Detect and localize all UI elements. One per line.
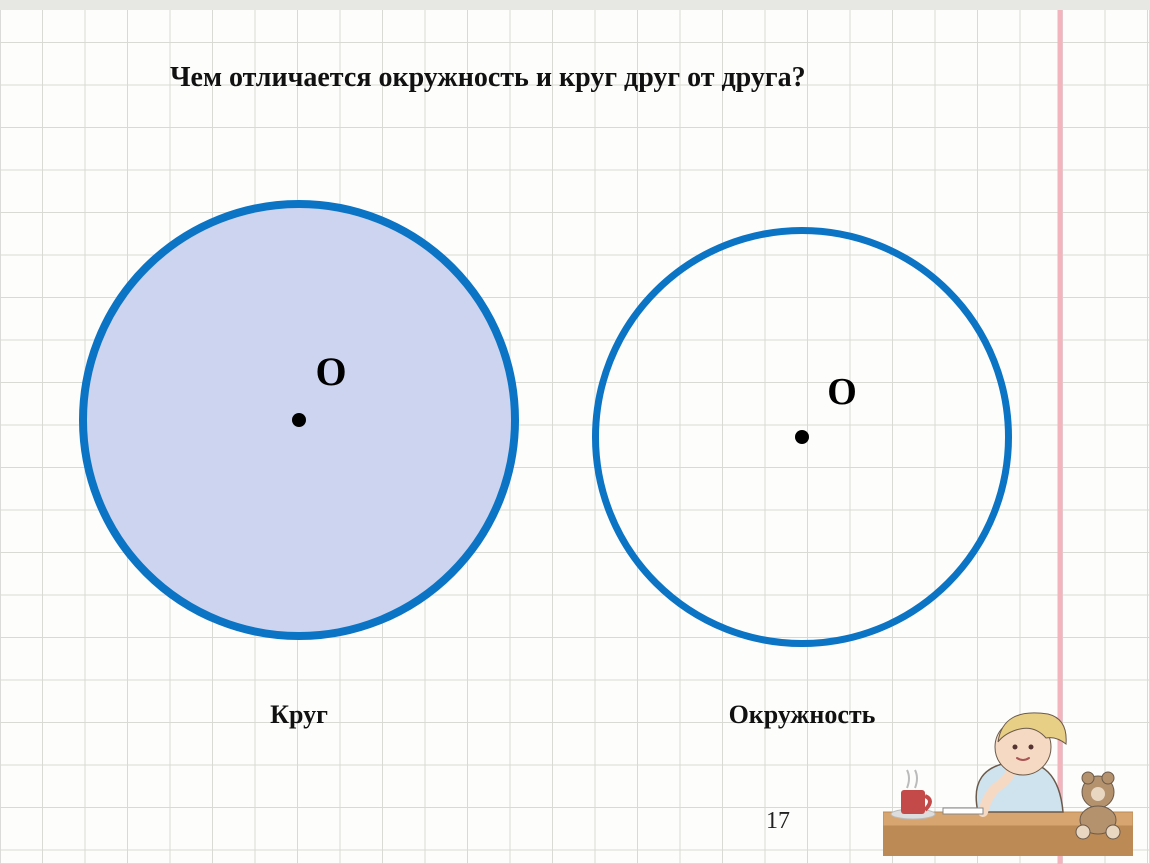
page: Чем отличается окружность и круг друг от… — [0, 0, 1150, 864]
ring-center-label: О — [812, 370, 872, 414]
disc-caption: Круг — [199, 700, 399, 730]
disc-center-label: О — [301, 348, 361, 395]
ring-center-dot — [795, 430, 809, 444]
disc-center-dot — [292, 413, 306, 427]
clipart-kid-desk-icon — [883, 692, 1133, 857]
page-title: Чем отличается окружность и круг друг от… — [170, 62, 806, 94]
page-number: 17 — [766, 808, 790, 835]
